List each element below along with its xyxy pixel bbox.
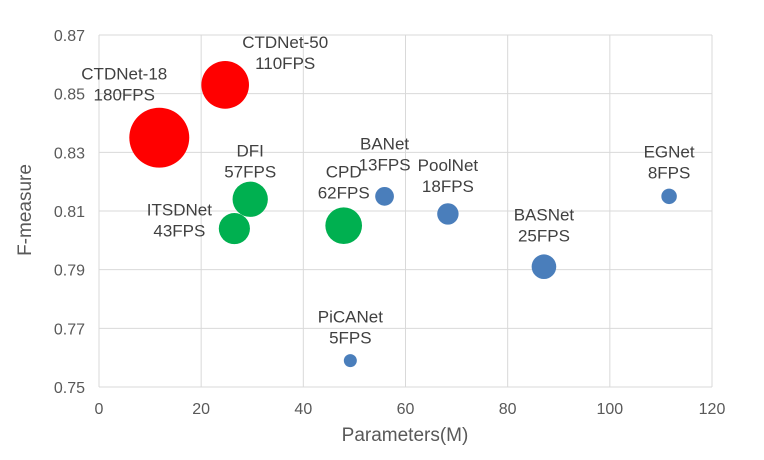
x-axis-title: Parameters(M): [342, 425, 469, 446]
label-egnet-fps: 8FPS: [648, 163, 691, 182]
label-ctdnet-18-fps: 180FPS: [94, 86, 155, 105]
label-banet-name: BANet: [360, 134, 409, 153]
grid: [98, 34, 713, 388]
y-tick-label: 0.75: [54, 380, 85, 397]
label-poolnet-name: PoolNet: [418, 156, 479, 175]
label-dfi-fps: 57FPS: [224, 162, 276, 181]
label-ctdnet-18-name: CTDNet-18: [81, 65, 167, 84]
y-tick-label: 0.85: [54, 87, 85, 104]
label-ctdnet-50-name: CTDNet-50: [242, 33, 328, 52]
x-tick-label: 120: [699, 401, 726, 418]
bubble-dfi: [232, 181, 268, 217]
label-basnet-name: BASNet: [514, 206, 575, 225]
bubbles: [129, 61, 677, 368]
label-itsdnet-fps: 43FPS: [153, 222, 205, 241]
bubble-cpd: [325, 207, 363, 245]
x-tick-label: 60: [397, 401, 415, 418]
y-tick-label: 0.79: [54, 263, 85, 280]
bubble-ctdnet-18: [129, 107, 190, 168]
bubble-labels: CTDNet-18 180FPS CTDNet-50 110FPS DFI 57FPS IT…: [81, 33, 695, 348]
y-tick-label: 0.77: [54, 321, 85, 338]
y-tick-label: 0.87: [54, 28, 85, 45]
label-cpd-name: CPD: [326, 163, 362, 182]
label-cpd-fps: 62FPS: [318, 184, 370, 203]
x-tick-label: 40: [294, 401, 312, 418]
label-banet-fps: 13FPS: [359, 155, 411, 174]
bubble-banet: [375, 186, 394, 206]
y-axis-ticks: 0.75 0.77 0.79 0.81 0.83 0.85 0.87: [54, 28, 85, 397]
label-picanet-fps: 5FPS: [329, 329, 372, 348]
bubble-ctdnet-50: [201, 61, 250, 109]
bubble-picanet: [343, 354, 357, 368]
label-ctdnet-50-fps: 110FPS: [255, 54, 315, 73]
y-tick-label: 0.81: [54, 204, 85, 221]
x-tick-label: 0: [95, 401, 104, 418]
label-picanet-name: PiCANet: [318, 308, 383, 327]
x-tick-label: 20: [192, 401, 210, 418]
x-tick-label: 100: [596, 401, 623, 418]
label-dfi-name: DFI: [237, 141, 264, 160]
bubble-itsdnet: [218, 213, 250, 245]
label-poolnet-fps: 18FPS: [422, 177, 474, 196]
bubble-poolnet: [437, 203, 459, 225]
bubble-egnet: [661, 188, 677, 205]
label-itsdnet-name: ITSDNet: [147, 201, 212, 220]
label-basnet-fps: 25FPS: [518, 227, 570, 246]
x-axis-ticks: 0 20 40 60 80 100 120: [95, 401, 726, 418]
label-egnet-name: EGNet: [644, 142, 695, 161]
y-axis-title: F-measure: [15, 164, 36, 256]
x-tick-label: 80: [499, 401, 517, 418]
y-tick-label: 0.83: [54, 145, 85, 162]
bubble-basnet: [531, 254, 557, 280]
